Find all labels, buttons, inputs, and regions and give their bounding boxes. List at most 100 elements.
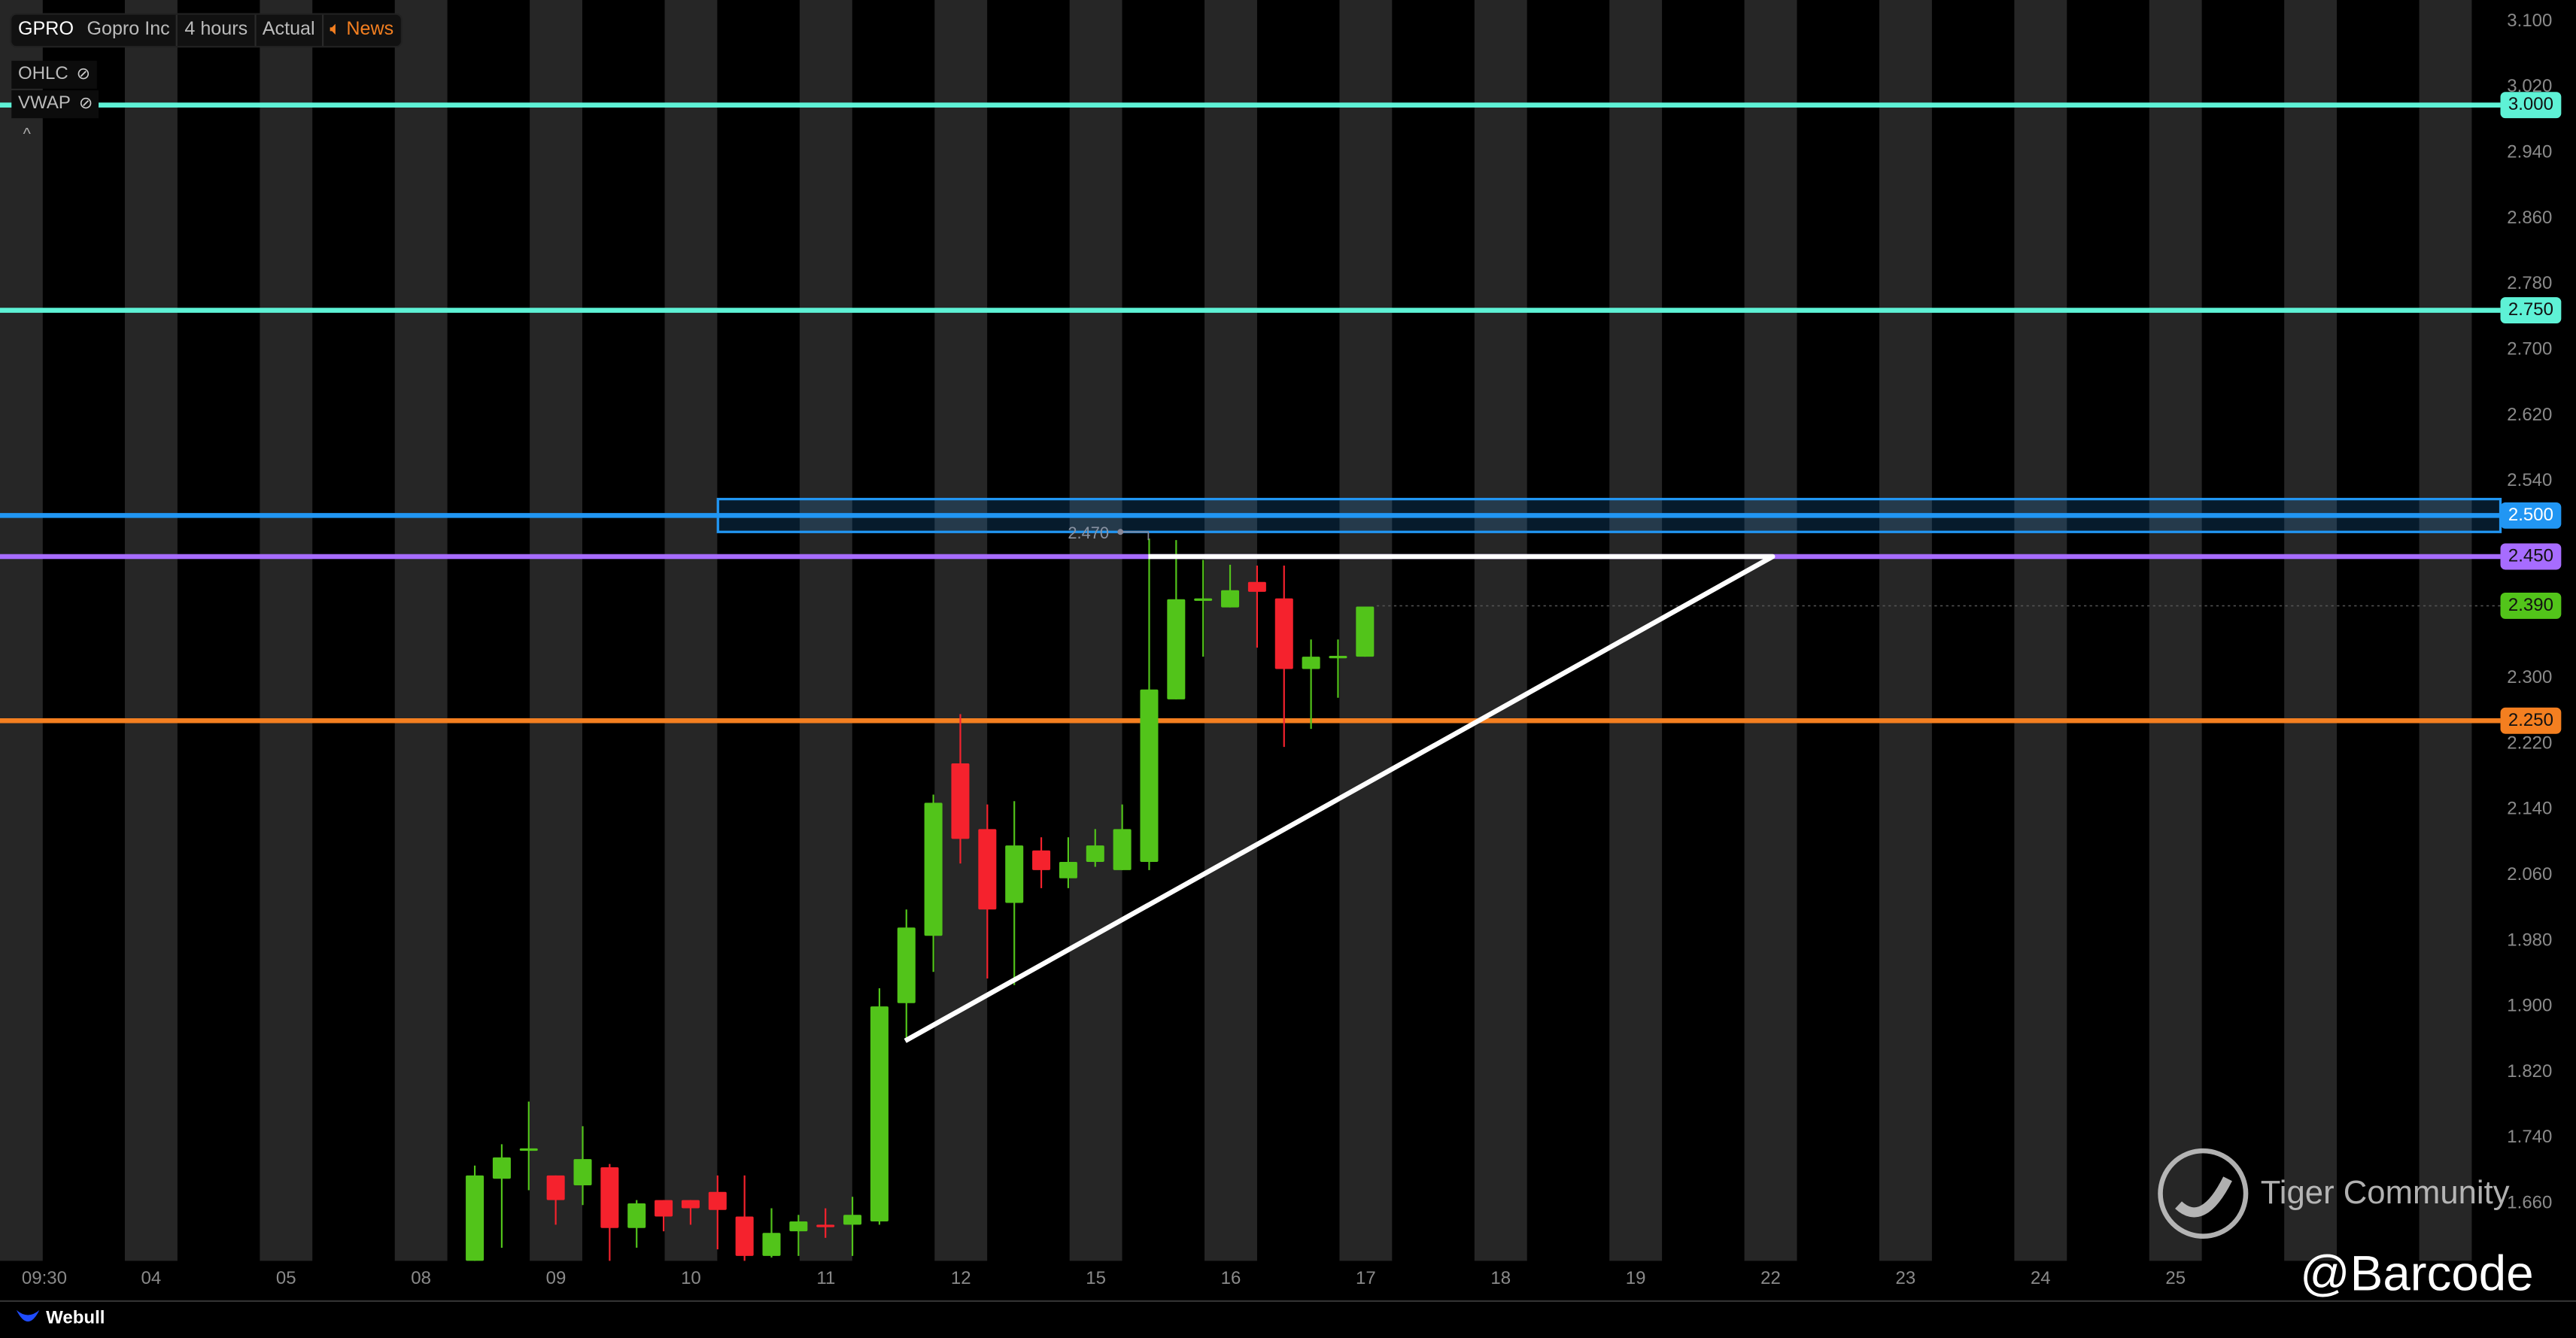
watermark-text: Tiger Community <box>2260 1174 2510 1211</box>
news-button[interactable]: 🔈︎ News <box>324 15 400 46</box>
candle <box>843 1197 862 1256</box>
indicator-label: VWAP <box>18 93 71 114</box>
price-label-3.000[interactable]: 3.000 <box>2500 92 2562 119</box>
x-axis-tick: 09:30 <box>21 1269 68 1289</box>
y-axis-tick: 2.860 <box>2507 208 2553 229</box>
candle-body <box>1032 850 1051 870</box>
x-axis-tick: 25 <box>2165 1269 2186 1289</box>
candle-body <box>1194 598 1213 601</box>
candle-body <box>600 1167 619 1228</box>
y-axis-tick: 2.940 <box>2507 142 2553 163</box>
candle <box>870 988 889 1225</box>
x-axis-tick: 09 <box>545 1269 567 1289</box>
price-label-2.250[interactable]: 2.250 <box>2500 707 2562 734</box>
collapse-caret-icon[interactable]: ^ <box>23 126 31 145</box>
x-axis-tick: 11 <box>816 1269 836 1289</box>
background-stripe <box>2419 0 2472 1261</box>
symbol-name: Gopro Inc <box>80 14 178 47</box>
background-stripe <box>1879 0 1932 1261</box>
background-stripe <box>664 0 718 1261</box>
background-stripe <box>530 0 583 1261</box>
indicator-ohlc[interactable]: OHLC ⊘ <box>11 60 97 89</box>
triangle-drawing <box>904 554 1776 1043</box>
indicator-vwap[interactable]: VWAP ⊘ <box>11 90 99 119</box>
price-label-2.390[interactable]: 2.390 <box>2500 592 2562 619</box>
candle <box>735 1175 754 1261</box>
news-label: News <box>346 20 394 40</box>
candle-body <box>1113 829 1132 870</box>
price-label-2.500[interactable]: 2.500 <box>2500 502 2562 529</box>
candle-body <box>1005 845 1024 903</box>
candle <box>1086 829 1104 867</box>
interval-selector[interactable]: 4 hours <box>178 14 257 47</box>
candle-body <box>1140 689 1159 862</box>
candle-body <box>789 1221 808 1232</box>
candle-body <box>492 1157 511 1179</box>
candle-body <box>870 1006 889 1222</box>
candle <box>816 1208 835 1238</box>
x-axis-tick: 04 <box>141 1269 162 1289</box>
x-axis-tick: 15 <box>1086 1269 1106 1289</box>
candle-body <box>681 1200 700 1209</box>
eye-off-icon[interactable]: ⊘ <box>76 65 90 84</box>
x-axis-tick: 16 <box>1220 1269 1241 1289</box>
y-axis-tick: 1.820 <box>2507 1062 2553 1082</box>
background-stripe <box>0 0 43 1261</box>
candle <box>897 909 916 1038</box>
candle-body <box>1059 861 1077 878</box>
candle-body <box>1274 598 1293 669</box>
y-axis-tick: 2.060 <box>2507 865 2553 885</box>
candle-body <box>735 1216 754 1256</box>
candle <box>655 1200 673 1232</box>
author-handle: @Barcode <box>2300 1247 2534 1302</box>
background-stripe <box>2284 0 2338 1261</box>
indicator-label: OHLC <box>18 64 68 84</box>
price-mode-selector[interactable]: Actual <box>256 14 324 47</box>
symbol-ticker[interactable]: GPRO <box>18 20 74 40</box>
candle <box>978 804 997 978</box>
price-label-2.750[interactable]: 2.750 <box>2500 297 2562 324</box>
candle-body <box>843 1215 862 1225</box>
candle <box>546 1175 565 1225</box>
x-axis-tick: 19 <box>1625 1269 1646 1289</box>
candle <box>573 1126 592 1206</box>
candle-body <box>1167 599 1186 699</box>
background-stripe <box>1204 0 1257 1261</box>
y-axis-tick: 1.740 <box>2507 1127 2553 1148</box>
eye-off-icon[interactable]: ⊘ <box>78 95 93 114</box>
candle <box>466 1165 485 1261</box>
x-axis-tick: 12 <box>950 1269 971 1289</box>
candle-body <box>951 763 970 839</box>
annotation-label: 2.470 <box>1068 523 1109 542</box>
y-axis-tick: 2.780 <box>2507 274 2553 294</box>
x-axis-tick: 08 <box>411 1269 432 1289</box>
candle <box>1247 565 1266 648</box>
symbol-header: GPRO Gopro Inc 4 hours Actual 🔈︎ News <box>10 13 402 48</box>
candle-body <box>627 1203 646 1228</box>
candle <box>627 1200 646 1248</box>
y-axis-tick: 3.100 <box>2507 11 2553 32</box>
annotation-marker <box>1117 529 1124 536</box>
background-stripe <box>2149 0 2202 1261</box>
background-stripe <box>1744 0 1797 1261</box>
background-stripe <box>1474 0 1527 1261</box>
x-axis-tick: 24 <box>2030 1269 2051 1289</box>
candle <box>1356 606 1375 657</box>
x-axis-tick: 17 <box>1356 1269 1376 1289</box>
background-stripe <box>260 0 313 1261</box>
background-stripe <box>1069 0 1122 1261</box>
price-label-2.450[interactable]: 2.450 <box>2500 543 2562 570</box>
candle <box>1113 804 1132 870</box>
candle-body <box>708 1191 727 1210</box>
y-axis-tick: 1.980 <box>2507 930 2553 951</box>
candle-body <box>573 1159 592 1185</box>
background-stripe <box>394 0 448 1261</box>
candle <box>762 1208 781 1258</box>
candle <box>708 1175 727 1250</box>
candle-body <box>924 802 943 936</box>
background-stripe <box>124 0 178 1261</box>
candle-body <box>1356 606 1375 657</box>
candle <box>1059 837 1077 888</box>
